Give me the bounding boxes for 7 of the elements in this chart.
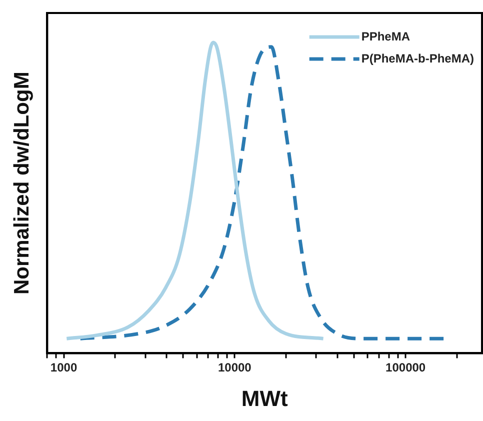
x-tick-label: 100000 — [386, 360, 426, 375]
legend-label: P(PheMA-b-PheMA) — [361, 51, 474, 66]
x-tick-label: 10000 — [218, 360, 252, 375]
x-tick-label: 1000 — [50, 360, 78, 375]
legend-label: PPheMA — [361, 29, 410, 44]
y-axis-title: Normalized dw/dLogM — [10, 72, 34, 295]
x-axis-title: MWt — [241, 386, 288, 411]
